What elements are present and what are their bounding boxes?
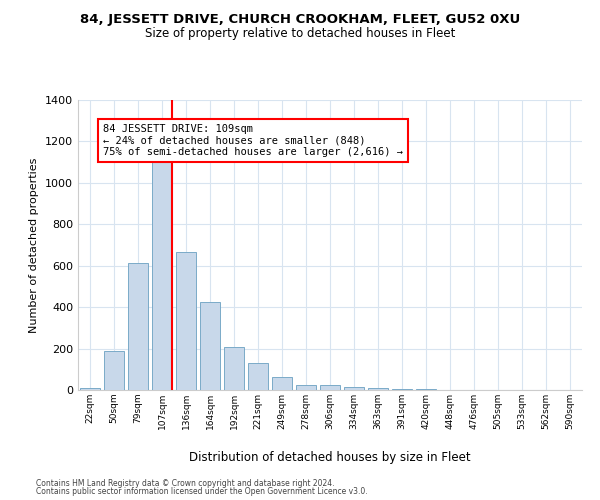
Text: 84, JESSETT DRIVE, CHURCH CROOKHAM, FLEET, GU52 0XU: 84, JESSETT DRIVE, CHURCH CROOKHAM, FLEE… (80, 12, 520, 26)
Text: 84 JESSETT DRIVE: 109sqm
← 24% of detached houses are smaller (848)
75% of semi-: 84 JESSETT DRIVE: 109sqm ← 24% of detach… (103, 124, 403, 157)
Text: Distribution of detached houses by size in Fleet: Distribution of detached houses by size … (189, 451, 471, 464)
Bar (176, 252, 196, 390)
Bar (128, 262, 148, 390)
Bar (320, 385, 340, 390)
Bar (104, 350, 124, 390)
Bar (152, 162, 172, 390)
Bar (392, 389, 412, 390)
Y-axis label: Number of detached properties: Number of detached properties (29, 158, 40, 332)
Bar (344, 387, 364, 390)
Bar (248, 363, 268, 390)
Bar (368, 388, 388, 390)
Bar (224, 346, 244, 390)
Bar (296, 385, 316, 390)
Text: Contains public sector information licensed under the Open Government Licence v3: Contains public sector information licen… (36, 487, 368, 496)
Text: Contains HM Land Registry data © Crown copyright and database right 2024.: Contains HM Land Registry data © Crown c… (36, 478, 335, 488)
Bar (80, 388, 100, 390)
Bar (200, 302, 220, 390)
Bar (272, 376, 292, 390)
Text: Size of property relative to detached houses in Fleet: Size of property relative to detached ho… (145, 28, 455, 40)
